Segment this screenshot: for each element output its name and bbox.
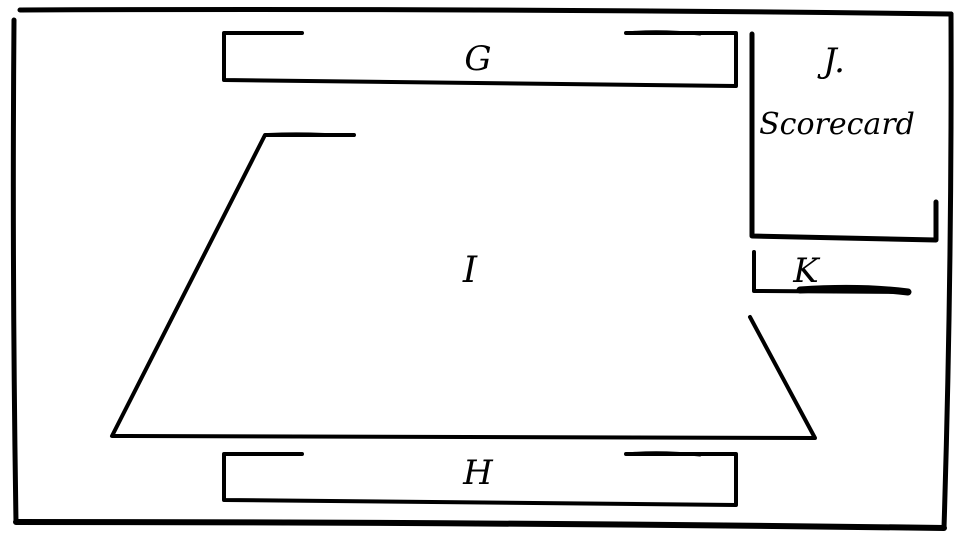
bottom-bar-label: H [462,453,494,493]
small-panel-label: K [792,251,821,291]
scorecard-panel[interactable] [749,31,939,243]
field-trapezoid[interactable] [110,132,817,440]
top-bar-g[interactable] [222,30,738,88]
bottom-bar-h[interactable] [222,451,738,507]
scorecard-title: Scorecard [759,107,915,142]
small-panel-k[interactable] [752,250,912,296]
outer-frame [10,7,954,531]
scorecard-letter: J. [817,41,845,81]
field-label: I [462,250,478,291]
top-bar-label: G [464,39,491,79]
